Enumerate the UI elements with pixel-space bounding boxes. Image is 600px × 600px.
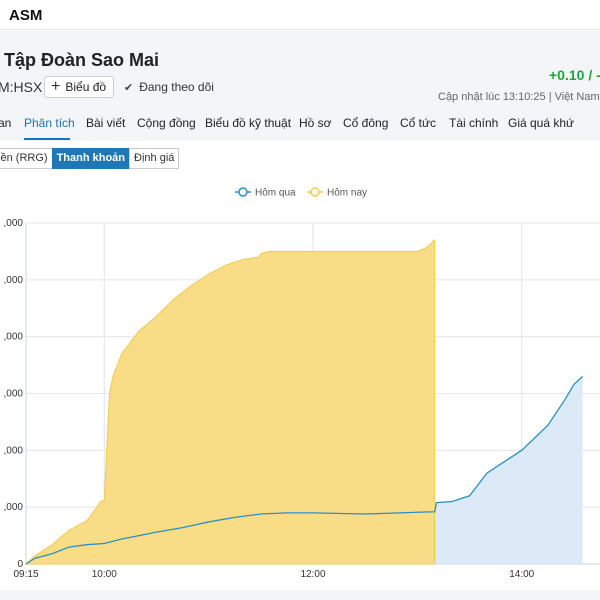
company-name: Tập Đoàn Sao Mai: [4, 50, 160, 70]
last-updated: Cập nhật lúc 13:10:25 | Việt Nam: [438, 91, 600, 103]
subtab-valuation[interactable]: Định giá: [129, 148, 180, 169]
exchange-code: M:HSX: [0, 79, 43, 95]
liquidity-chart: ,000 ,000 ,000 ,000 ,000 ,000 009:15 10:00 12:00…: [4, 187, 600, 580]
series-hom-qua-line: [25, 375, 584, 565]
add-to-chart-button[interactable]: + Biểu đồ: [44, 76, 115, 98]
analysis-tabs: an Phân tích Bài viết Cộng đồng Biểu đồ …: [0, 110, 600, 140]
top-bar: ASM: [0, 0, 600, 30]
y-tick-label: 0: [17, 559, 23, 570]
chart-button-label: Biểu đồ: [65, 80, 107, 94]
y-tick-label: ,000: [4, 445, 24, 456]
series-hom-nay-area: [24, 238, 436, 565]
y-tick-label: ,000: [4, 389, 24, 400]
tab-shareholders[interactable]: Cổ đông: [343, 116, 389, 130]
y-tick-label: ,000: [4, 332, 24, 343]
tab-profile[interactable]: Hồ sơ: [299, 116, 332, 130]
price-change: +0.10 / -: [549, 67, 600, 83]
subtab-liquidity[interactable]: Thanh khoản: [51, 148, 131, 169]
active-tab-indicator: [24, 138, 70, 140]
ticker-symbol: ASM: [9, 7, 43, 24]
legend-label: Hôm nay: [327, 188, 367, 199]
x-tick-label: 14:00: [509, 569, 534, 580]
y-tick-label: ,000: [4, 275, 24, 286]
check-icon: ✔: [124, 81, 134, 94]
tab-overview[interactable]: an: [0, 116, 12, 130]
tab-analysis[interactable]: Phân tích: [24, 116, 75, 130]
tab-technical-chart[interactable]: Biểu đồ kỹ thuật: [205, 116, 292, 130]
tab-price-history[interactable]: Giá quá khứ: [508, 116, 575, 130]
tab-dividends[interactable]: Cổ tức: [400, 116, 437, 130]
legend-label: Hôm qua: [255, 188, 296, 199]
sub-tabs: tiền (RRG) Thanh khoản Định giá: [0, 148, 180, 169]
subtab-rrg[interactable]: tiền (RRG): [0, 148, 53, 169]
plus-icon: +: [51, 78, 61, 95]
tab-community[interactable]: Cộng đồng: [137, 116, 196, 130]
y-tick-label: ,000: [4, 218, 24, 229]
stock-header: Tập Đoàn Sao Mai M:HSX + Biểu đồ ✔ Đang …: [0, 31, 600, 141]
follow-label: Đang theo dõi: [139, 80, 214, 94]
follow-toggle[interactable]: ✔ Đang theo dõi: [124, 80, 214, 94]
yesterday-area-fill: [434, 376, 583, 564]
x-tick-label: 09:15: [13, 569, 38, 580]
legend-marker: [310, 187, 320, 197]
y-tick-label: ,000: [4, 502, 24, 513]
legend-marker: [238, 187, 248, 197]
x-tick-label: 12:00: [300, 569, 325, 580]
tab-financials[interactable]: Tài chính: [449, 116, 499, 130]
bottom-strip: [0, 590, 600, 600]
tab-articles[interactable]: Bài viết: [86, 116, 126, 130]
x-tick-label: 10:00: [92, 569, 117, 580]
